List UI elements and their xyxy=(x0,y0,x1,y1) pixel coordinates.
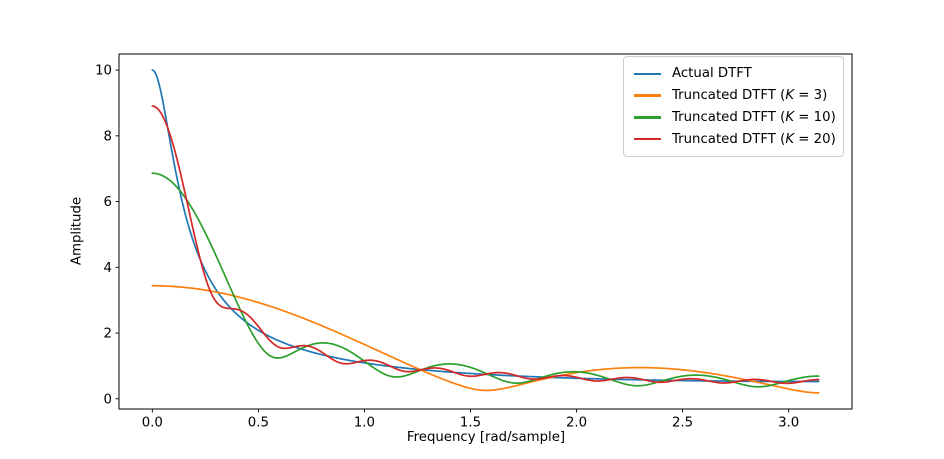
y-tick-label: 4 xyxy=(104,261,112,276)
legend: Actual DTFT Truncated DTFT (K = 3) Trunc… xyxy=(623,56,844,157)
x-tick-label: 0.0 xyxy=(142,416,163,431)
x-tick-label: 0.5 xyxy=(248,416,269,431)
x-axis-label: Frequency [rad/sample] xyxy=(406,430,566,445)
legend-line-swatch xyxy=(634,72,661,76)
legend-line-swatch xyxy=(634,94,661,97)
legend-label: Truncated DTFT (K = 3) xyxy=(672,88,828,104)
legend-line-swatch xyxy=(634,137,661,141)
legend-label: Actual DTFT xyxy=(672,66,752,82)
x-tick-label: 2.5 xyxy=(672,416,693,431)
x-tick-label: 1.0 xyxy=(354,416,375,431)
series-truncated-dtft-k-3 xyxy=(151,284,820,394)
legend-item: Truncated DTFT (K = 20) xyxy=(634,128,836,150)
y-tick-label: 0 xyxy=(104,392,112,407)
legend-line-swatch xyxy=(634,116,661,119)
legend-label: Truncated DTFT (K = 20) xyxy=(672,131,836,147)
x-tick-label: 2.0 xyxy=(566,416,587,431)
x-tick-label: 3.0 xyxy=(778,416,799,431)
x-tick-label: 1.5 xyxy=(460,416,481,431)
y-tick-label: 10 xyxy=(95,64,112,79)
series-truncated-dtft-k-20 xyxy=(151,105,820,385)
legend-item: Truncated DTFT (K = 3) xyxy=(634,85,835,107)
y-tick-label: 2 xyxy=(104,327,112,342)
legend-item: Truncated DTFT (K = 10) xyxy=(634,107,836,129)
y-tick-label: 8 xyxy=(104,129,112,144)
legend-label: Truncated DTFT (K = 10) xyxy=(672,109,836,125)
y-axis-label: Amplitude xyxy=(69,196,85,266)
series-truncated-dtft-k-10 xyxy=(151,172,820,388)
y-tick-label: 6 xyxy=(104,195,112,210)
axes-frame xyxy=(118,53,853,410)
legend-item: Actual DTFT xyxy=(634,63,835,85)
